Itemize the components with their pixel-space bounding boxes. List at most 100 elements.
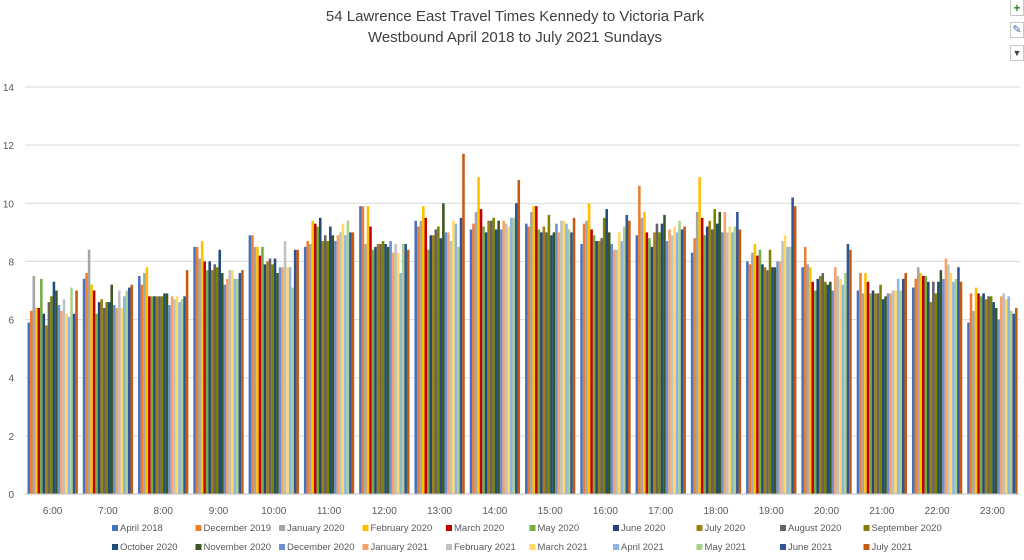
bar bbox=[391, 252, 395, 494]
bar bbox=[708, 220, 711, 495]
chart-title-block: 54 Lawrence East Travel Times Kennedy to… bbox=[0, 6, 1024, 48]
bar bbox=[469, 229, 473, 494]
bar bbox=[155, 296, 159, 494]
legend-label: June 2021 bbox=[788, 542, 832, 553]
bar bbox=[442, 203, 445, 495]
bar bbox=[954, 278, 958, 494]
bar bbox=[50, 296, 53, 494]
legend-label: April 2018 bbox=[120, 523, 163, 534]
legend-swatch bbox=[613, 525, 619, 531]
bar bbox=[401, 243, 405, 494]
bar bbox=[690, 252, 694, 494]
bar bbox=[439, 238, 443, 494]
bar bbox=[379, 243, 382, 494]
bar bbox=[266, 261, 269, 494]
bar bbox=[489, 220, 493, 495]
chart-filters-button[interactable]: ▼ bbox=[1010, 45, 1024, 61]
bar bbox=[494, 229, 498, 494]
bar bbox=[602, 217, 606, 494]
bar bbox=[957, 267, 960, 494]
bar bbox=[939, 270, 943, 494]
bar bbox=[27, 322, 31, 494]
bar bbox=[447, 232, 450, 495]
bar bbox=[72, 313, 76, 494]
bar bbox=[705, 226, 709, 495]
bar bbox=[226, 278, 229, 494]
bar bbox=[514, 203, 518, 495]
legend-swatch bbox=[696, 525, 703, 531]
bar bbox=[288, 267, 292, 494]
bar bbox=[781, 241, 784, 494]
plus-icon: + bbox=[1013, 0, 1021, 15]
bar bbox=[803, 246, 807, 494]
bar bbox=[316, 226, 320, 495]
bar bbox=[452, 220, 455, 495]
bar bbox=[416, 226, 420, 495]
legend-label: May 2020 bbox=[538, 523, 580, 534]
bar bbox=[406, 249, 410, 494]
bar bbox=[434, 229, 438, 494]
bar bbox=[829, 281, 832, 494]
bar bbox=[349, 232, 352, 495]
bar bbox=[600, 238, 603, 494]
bar bbox=[643, 212, 646, 494]
bar bbox=[904, 273, 907, 494]
bar bbox=[228, 270, 232, 494]
bar bbox=[874, 293, 877, 494]
bar bbox=[454, 223, 458, 494]
bar bbox=[457, 246, 460, 494]
bar bbox=[660, 223, 664, 494]
x-tick-label: 22:00 bbox=[925, 506, 950, 517]
bar bbox=[248, 235, 252, 494]
bars bbox=[27, 153, 1018, 495]
bar bbox=[635, 235, 639, 494]
bar bbox=[889, 293, 892, 494]
bar bbox=[738, 229, 742, 494]
bar bbox=[95, 313, 98, 494]
bar bbox=[590, 229, 593, 494]
bar bbox=[102, 307, 106, 494]
bar bbox=[663, 214, 666, 494]
bar bbox=[170, 296, 174, 494]
legend: April 2018 December 2019 January 2020 Febru… bbox=[112, 523, 942, 553]
bar bbox=[617, 232, 621, 495]
x-tick-label: 13:00 bbox=[427, 506, 452, 517]
bar bbox=[92, 290, 96, 494]
bar bbox=[278, 267, 282, 494]
bar bbox=[303, 246, 307, 494]
bar bbox=[462, 153, 465, 495]
bar bbox=[484, 232, 488, 495]
bar bbox=[871, 290, 875, 494]
x-tick-label: 7:00 bbox=[98, 506, 118, 517]
bar bbox=[886, 293, 890, 494]
chart-styles-button[interactable]: ✎ bbox=[1010, 22, 1024, 38]
bar bbox=[143, 273, 146, 494]
legend-label: July 2021 bbox=[872, 542, 913, 553]
bar bbox=[861, 293, 865, 494]
bar bbox=[40, 278, 43, 494]
bar bbox=[231, 270, 234, 494]
bar bbox=[721, 232, 724, 495]
bar bbox=[896, 278, 900, 494]
bar bbox=[198, 258, 201, 494]
gridlines bbox=[25, 86, 1020, 437]
legend-swatch bbox=[112, 544, 118, 550]
bar bbox=[432, 235, 435, 494]
bar bbox=[57, 305, 61, 494]
bar bbox=[218, 249, 222, 494]
bar bbox=[326, 241, 330, 494]
y-tick-label: 10 bbox=[3, 199, 15, 210]
bar bbox=[256, 246, 259, 494]
bar bbox=[585, 220, 588, 495]
bar bbox=[665, 241, 669, 494]
legend-swatch bbox=[279, 525, 285, 531]
chart-elements-button[interactable]: + bbox=[1010, 0, 1024, 16]
bar bbox=[587, 203, 591, 495]
bar bbox=[911, 287, 915, 494]
bar bbox=[753, 243, 757, 494]
bar bbox=[361, 206, 365, 494]
bar bbox=[502, 220, 505, 495]
y-tick-label: 8 bbox=[8, 257, 14, 268]
bar bbox=[801, 267, 804, 494]
bar bbox=[540, 232, 543, 495]
